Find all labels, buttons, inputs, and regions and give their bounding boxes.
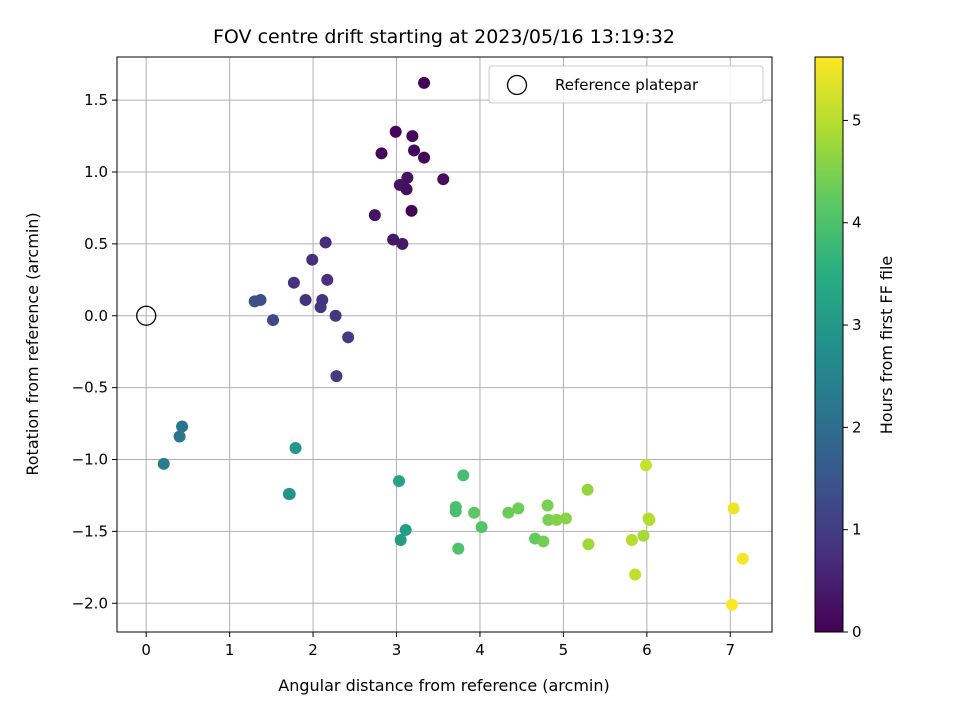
data-point xyxy=(405,204,418,217)
data-point xyxy=(725,598,738,611)
data-point xyxy=(157,457,170,470)
data-point xyxy=(637,529,650,542)
data-point xyxy=(176,420,189,433)
x-tick-label: 1 xyxy=(225,641,235,659)
data-point xyxy=(625,534,638,546)
data-point xyxy=(475,521,488,534)
data-point xyxy=(329,309,342,322)
data-point xyxy=(406,130,419,143)
data-point xyxy=(299,293,312,306)
data-point xyxy=(727,502,740,515)
data-point xyxy=(468,506,481,519)
data-point xyxy=(502,506,515,519)
data-point xyxy=(582,538,595,551)
data-point xyxy=(394,534,407,546)
plot-frame xyxy=(116,56,773,633)
data-point xyxy=(408,144,421,157)
y-tick-label: 0.0 xyxy=(84,307,108,325)
x-tick-label: 0 xyxy=(141,641,151,659)
data-point xyxy=(289,442,302,454)
legend-entry-reference: Reference platepar xyxy=(555,76,699,94)
data-point xyxy=(287,276,300,289)
data-point xyxy=(375,147,388,160)
colorbar-label: Hours from first FF file xyxy=(877,256,896,435)
colorbar-frame xyxy=(814,56,844,633)
data-point xyxy=(321,273,334,286)
y-tick-label: −2.0 xyxy=(72,594,108,612)
data-point xyxy=(396,237,409,250)
reference-platepar-marker xyxy=(136,305,157,326)
data-point xyxy=(314,301,327,314)
x-tick-label: 6 xyxy=(642,641,652,659)
data-point xyxy=(418,76,431,89)
data-point xyxy=(330,370,343,383)
data-point xyxy=(559,512,572,525)
data-point xyxy=(368,209,381,222)
x-tick-label: 3 xyxy=(392,641,402,659)
x-tick-label: 5 xyxy=(559,641,569,659)
data-point xyxy=(452,542,465,555)
data-point xyxy=(449,505,462,518)
data-point xyxy=(629,568,642,581)
colorbar-tick-label: 3 xyxy=(852,316,862,334)
data-point xyxy=(283,488,296,500)
colorbar-tick-label: 4 xyxy=(852,214,862,232)
reference-marker-layer xyxy=(136,305,157,326)
x-axis-label: Angular distance from reference (arcmin) xyxy=(278,676,609,695)
data-point xyxy=(342,331,355,344)
data-point xyxy=(173,430,186,443)
y-tick-label: 1.5 xyxy=(84,91,108,109)
y-tick-label: −1.5 xyxy=(72,522,108,540)
data-point xyxy=(512,502,525,515)
colorbar-tick-label: 1 xyxy=(852,521,862,539)
x-tick-label: 7 xyxy=(726,641,736,659)
data-point xyxy=(418,151,431,164)
colorbar-tick-label: 5 xyxy=(852,111,862,129)
data-point xyxy=(401,171,414,184)
data-point xyxy=(393,475,406,488)
colorbar-tick-label: 0 xyxy=(852,623,862,641)
data-point xyxy=(389,125,402,138)
y-tick-label: −1.0 xyxy=(72,451,108,469)
data-point xyxy=(640,459,653,472)
grid-lines xyxy=(117,57,772,632)
y-axis-label: Rotation from reference (arcmin) xyxy=(23,212,42,475)
legend: Reference platepar xyxy=(488,65,764,104)
data-point xyxy=(387,233,400,246)
x-tick-label: 4 xyxy=(475,641,485,659)
legend-reference-marker xyxy=(506,74,528,96)
x-tick-label: 2 xyxy=(308,641,318,659)
data-point xyxy=(542,513,555,526)
y-tick-label: 1.0 xyxy=(84,163,108,181)
data-point xyxy=(267,314,280,327)
y-tick-label: −0.5 xyxy=(72,379,108,397)
legend-box xyxy=(488,65,764,104)
colorbar-ticks: 0 1 2 3 4 5 xyxy=(843,111,862,641)
data-points xyxy=(157,76,749,611)
data-point xyxy=(581,483,594,496)
data-point xyxy=(537,535,550,548)
colorbar-tick-label: 2 xyxy=(852,418,862,436)
data-point xyxy=(306,253,319,266)
data-point xyxy=(541,499,554,512)
data-point xyxy=(319,236,332,249)
data-point xyxy=(437,173,450,186)
colorbar-gradient xyxy=(815,57,843,632)
chart-title: FOV centre drift starting at 2023/05/16 … xyxy=(213,26,675,48)
data-point xyxy=(550,513,563,526)
colorbar: 0 1 2 3 4 5 Hours from first FF file xyxy=(814,56,896,641)
y-axis-ticks: −2.0 −1.5 −1.0 −0.5 0.0 0.5 1.0 1.5 xyxy=(72,91,117,612)
data-point xyxy=(643,513,656,526)
y-tick-label: 0.5 xyxy=(84,235,108,253)
data-point xyxy=(736,552,749,565)
data-point xyxy=(457,469,470,482)
data-point xyxy=(254,293,267,306)
data-point xyxy=(399,523,412,536)
x-axis-ticks: 0 1 2 3 4 5 6 7 xyxy=(141,632,735,659)
data-point xyxy=(400,183,413,196)
